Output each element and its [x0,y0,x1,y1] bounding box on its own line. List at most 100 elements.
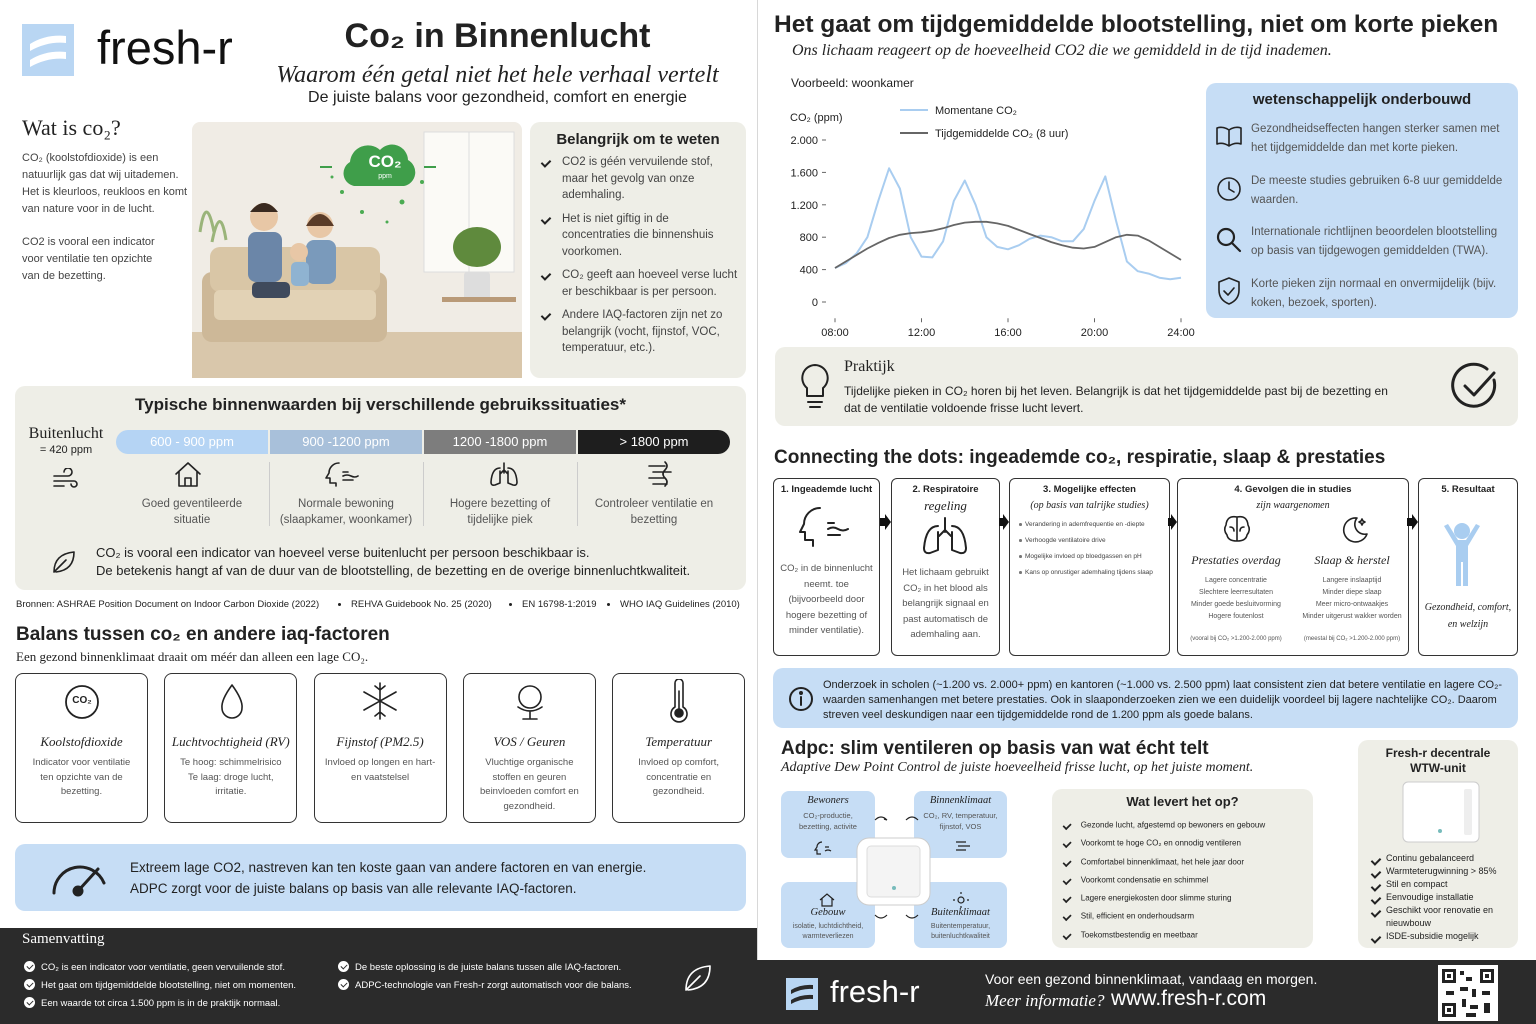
search-icon [1216,227,1242,253]
group-note: (vooral bij CO₂ >1.200-2.000 ppm) [1190,636,1282,642]
search-icon-part [1230,241,1242,253]
illustration-part-part [385,220,389,224]
source: EN 16798-1:2019 [508,599,597,610]
factor-card: Koolstofdioxide Indicator voor ventilatie… [15,673,148,823]
moon-icon [1342,517,1368,543]
panel-title: wetenschappelijk onderbouwd [1252,91,1472,108]
illustration-part-part [360,210,364,214]
quadrant-text: Buitentemperatuur, buitenluchtkwaliteit [930,923,991,940]
co2-icon-part [65,685,99,719]
summary-title: Samenvatting [22,931,105,947]
quadrant-name: Bewoners [807,795,849,806]
clock-icon-part [1228,181,1235,193]
balance-note [15,844,746,911]
summary-bar [0,928,757,1024]
illustration-part [250,203,278,212]
shield-icon [1218,277,1240,305]
qr-code-part-part [1447,974,1451,978]
legend-label: Tijdgemiddelde CO₂ (8 uur) [935,128,1068,140]
factor-card: Luchtvochtigheid (RV) Te hoog: schimmelri… [164,673,298,823]
footer [757,960,1536,1024]
factor-name: Fijnstof (PM2.5) [336,734,424,749]
qr-code [1438,965,1498,1021]
step-title: 3. Mogelijke effecten [1043,484,1136,495]
thermo-icon [670,679,688,723]
section-subtitle: Adaptive Dew Point Control de juiste hoe… [781,760,1254,775]
factor-card: VOS / Geuren Vluchtige organische stoffen… [462,673,596,823]
range-bar: 900 -1200 ppm [270,430,422,454]
qr-code-part-part [1472,989,1476,997]
qr-code-part-part [1446,991,1454,995]
range-description: Controleer ventilatie en bezetting [594,498,714,526]
data-line [834,167,1182,281]
head-icon [799,507,849,547]
science-item: Gezondheidseffecten hangen sterker samen… [1251,123,1500,154]
x-tick-label: 20:00 [1081,327,1109,339]
range-description: Normale bewoning (slaapkamer, woonkamer) [279,498,413,526]
feature: ISDE-subsidie mogelijk [1370,930,1510,943]
illustration-part-part [420,180,424,184]
step-arrows-part-part [999,514,1009,530]
gauge-icon [52,865,106,897]
example: Voorbeeld: woonkamer [791,76,914,90]
group-item: Minder diepe slaap [1322,589,1382,596]
summary-item: De beste oplossing is de juiste balans t… [338,961,621,973]
step-item: Mogelijke invloed op bloedgassen en pH [1018,553,1142,560]
logo-icon-part [786,978,818,1010]
check-icon [1451,362,1497,408]
illustration-part [198,210,228,243]
adpc-diagram-part-part [819,893,835,907]
wind-icon-part [53,468,78,488]
y-tick-label: 400 [800,265,818,277]
qr-code-part-part [1484,1003,1490,1013]
illustration-part [306,214,334,226]
step-item: Verhoogde ventilatoire drive [1018,537,1106,544]
book-icon-part [1216,126,1242,147]
info-icon-part [799,691,803,695]
summary-item: ADPC-technologie van Fresh-r zorgt autom… [338,979,632,991]
illustration-part-part [340,190,344,194]
x-tick-label: 08:00 [821,327,849,339]
range-divider [423,462,424,526]
info-panel [773,668,1518,728]
unit-image-part [1464,789,1472,835]
range-bar: > 1800 ppm [578,430,730,454]
clock-icon-part [1217,177,1241,201]
factor-text: Invloed op comfort, concentratie en gezo… [638,757,720,797]
brand: fresh-r [97,21,233,74]
info-icon [789,687,813,711]
adpc-diagram-part-part [953,892,969,908]
head-icon-part [799,507,849,547]
book-icon [1216,126,1242,147]
group-item: Meer micro-ontwaakjes [1315,601,1389,608]
leaf-icon [685,965,711,991]
footer-line: Voor een gezond binnenklimaat, vandaag e… [985,971,1318,987]
group-item: Lagere concentratie [1205,577,1267,584]
factor-name: Temperatuur [645,734,713,749]
benefit: Voorkomt te hoge CO₂ en onnodig ventiler… [1062,837,1270,853]
note-line: ADPC zorgt voor de juiste balans op basi… [130,881,577,896]
benefit: Comfortabel binnenklimaat, het hele jaar… [1062,855,1270,871]
summary-item: Een waarde tot circa 1.500 ppm is in de … [24,997,280,1009]
step-arrows-part-part [880,514,891,530]
panel-title: Belangrijk om te weten [556,131,720,148]
unit-image-part [1438,829,1442,833]
footer-url[interactable]: www.fresh-r.com [1111,987,1267,1010]
bulb-icon-part [801,364,829,408]
group-item: Hogere foutenlost [1208,613,1264,620]
section-title: Adpc: slim ventileren op basis van wat é… [781,738,1209,759]
illustration-part [214,290,376,320]
step-text: Het lichaam gebruikt CO₂ in het blood al… [902,567,989,640]
step-item: Kans op onrustiger ademhaling tijdens sl… [1018,569,1153,576]
lungs-icon [923,517,967,555]
factor-name: Luchtvochtigheid (RV) [171,734,290,749]
x-tick-label: 24:00 [1167,327,1195,339]
illustration-part [330,175,424,224]
person-icon [1444,523,1480,586]
benefit: Lagere energiekosten door slimme sturing [1062,892,1270,908]
illustration-part [291,262,309,286]
x-tick-label: 16:00 [994,327,1022,339]
step-text: Gezondheid, comfort, en welzijn [1424,602,1512,630]
thermo-icon-part [670,679,688,723]
note-line: CO₂ is vooral een indicator van hoeveel … [96,545,590,560]
